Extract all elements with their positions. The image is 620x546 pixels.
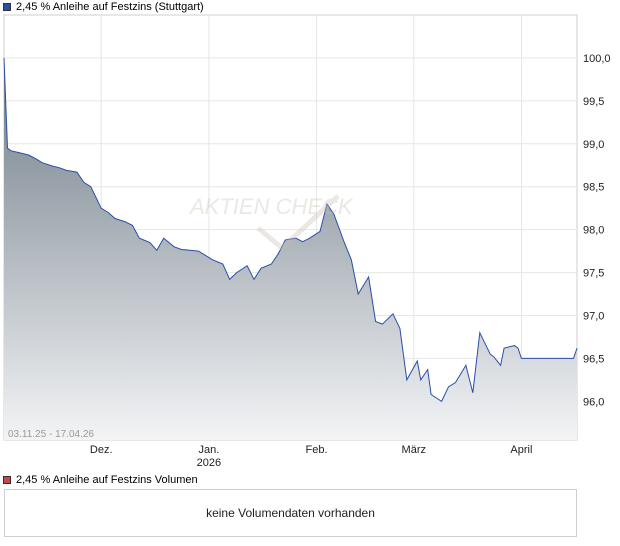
y-tick-label: 99,5 [583,96,604,108]
x-axis: Dez. Jan.2026 Feb. März April [90,444,533,469]
volume-panel: keine Volumendaten vorhanden [4,489,577,537]
volume-legend-label: 2,45 % Anleihe auf Festzins Volumen [16,474,198,486]
x-tick-label: Jan. [198,444,219,456]
y-tick-label: 96,5 [583,353,604,365]
price-area [4,57,577,441]
watermark: AKTIEN CHECK [188,194,354,252]
x-tick-label: Feb. [306,444,328,456]
price-line [3,57,578,403]
price-legend: 2,45 % Anleihe auf Festzins (Stuttgart) [3,1,204,13]
price-legend-swatch [3,3,11,11]
y-tick-label: 96,0 [583,396,604,408]
date-range: 03.11.25 - 17.04.26 [8,429,94,440]
watermark-text: AKTIEN CHECK [188,194,354,219]
x-tick-label: Dez. [90,444,113,456]
x-tick-sublabel: 2026 [197,457,221,469]
y-tick-label: 98,0 [583,225,604,237]
x-tick-label: April [510,444,532,456]
x-tick-label: März [402,444,426,456]
y-tick-label: 100,0 [583,53,611,65]
y-tick-label: 97,0 [583,311,604,323]
volume-legend-swatch [3,476,11,484]
y-axis: 100,0 99,5 99,0 98,5 98,0 97,5 97,0 96,5 96,0 [583,53,611,408]
y-tick-label: 98,5 [583,182,604,194]
volume-legend: 2,45 % Anleihe auf Festzins Volumen [3,474,198,486]
watermark-check-icon [256,194,340,252]
price-legend-label: 2,45 % Anleihe auf Festzins (Stuttgart) [16,1,204,13]
volume-empty-message: keine Volumendaten vorhanden [206,506,375,520]
y-tick-label: 97,5 [583,268,604,280]
y-tick-label: 99,0 [583,139,604,151]
